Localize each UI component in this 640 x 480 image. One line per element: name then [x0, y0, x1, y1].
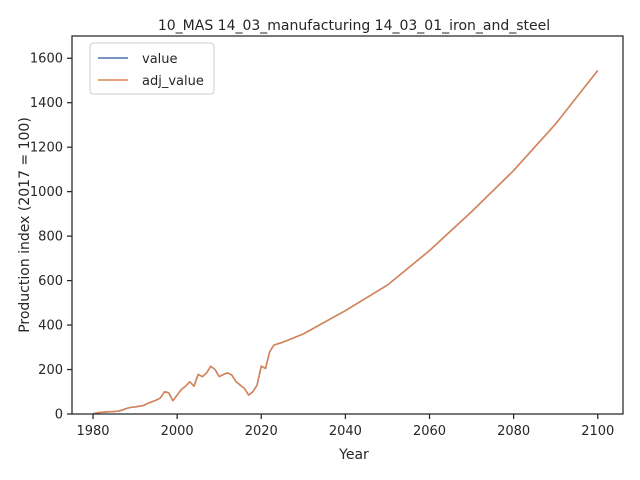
series-line-adj-value — [92, 69, 599, 415]
x-tick-label: 2100 — [581, 424, 614, 439]
y-tick-label: 1400 — [30, 96, 63, 111]
y-tick-label: 1200 — [30, 141, 63, 156]
x-tick-label: 1980 — [76, 424, 109, 439]
legend-label-value: value — [142, 52, 178, 67]
y-axis-label: Production index (2017 = 100) — [17, 117, 33, 333]
series-line-value — [92, 69, 599, 415]
y-tick-label: 1600 — [30, 52, 63, 67]
x-tick-label: 2020 — [245, 424, 278, 439]
y-tick-label: 800 — [38, 230, 63, 245]
y-tick-label: 0 — [55, 408, 63, 423]
x-tick-label: 2060 — [413, 424, 446, 439]
x-tick-label: 2000 — [161, 424, 194, 439]
y-tick-label: 400 — [38, 319, 63, 334]
chart-title: 10_MAS 14_03_manufacturing 14_03_01_iron… — [158, 18, 550, 34]
legend-box — [89, 42, 215, 95]
legend: value adj_value — [89, 42, 215, 95]
x-tick-label: 2040 — [329, 424, 362, 439]
y-tick-label: 200 — [38, 363, 63, 378]
x-tick-label: 2080 — [497, 424, 530, 439]
plot-frame — [71, 35, 624, 415]
y-tick-label: 1000 — [30, 185, 63, 200]
x-axis-label: Year — [338, 447, 369, 463]
y-tick-label: 600 — [38, 274, 63, 289]
legend-label-adj-value: adj_value — [142, 74, 204, 89]
